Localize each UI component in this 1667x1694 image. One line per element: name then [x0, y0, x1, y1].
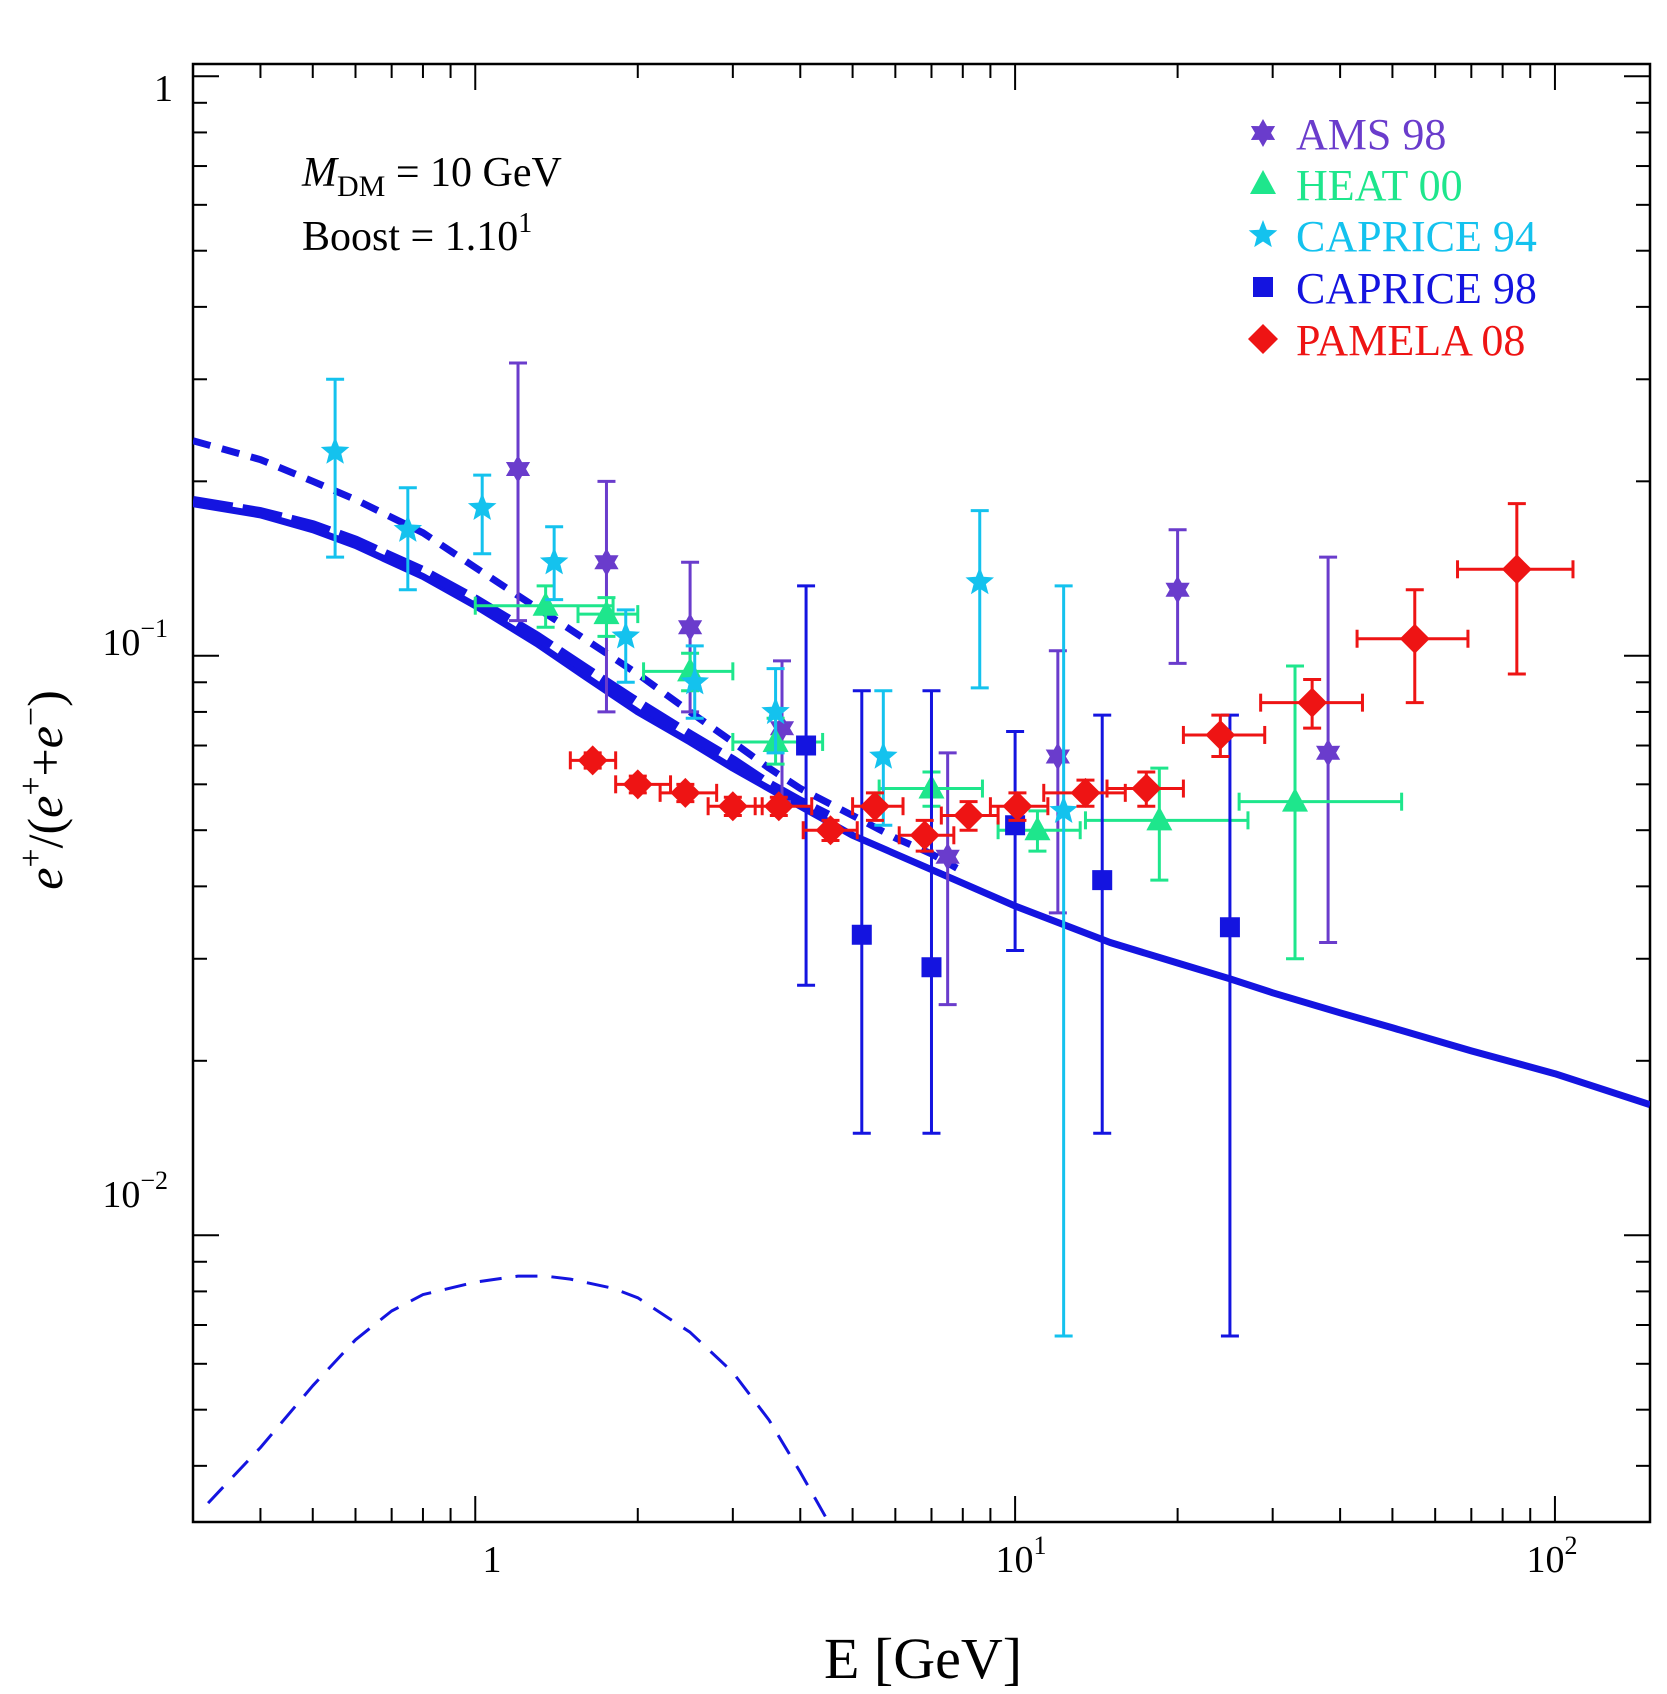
data-marker — [909, 820, 940, 851]
model-curves — [193, 437, 1650, 1522]
plot-frame — [191, 62, 1652, 1524]
data-marker — [611, 621, 640, 649]
data-marker — [1399, 623, 1430, 654]
legend-label-caprice98: CAPRICE 98 — [1296, 264, 1537, 313]
legend-marker-caprice98 — [1253, 277, 1273, 297]
data-marker — [1146, 806, 1173, 831]
x-tick-label-10: 101 — [996, 1531, 1047, 1581]
y-tick-label-0.1: 10−1 — [102, 614, 168, 664]
axis-ticks — [192, 64, 1650, 1522]
y-tick-label-1: 1 — [154, 68, 173, 110]
data-marker — [539, 547, 569, 575]
data-marker — [869, 741, 898, 769]
data-marker — [921, 957, 942, 978]
legend-entry-pamela08: PAMELA 08 — [1248, 316, 1525, 365]
legend-entry-ams98: AMS 98 — [1250, 110, 1446, 159]
data-marker — [1205, 719, 1236, 750]
legend-entry-caprice94: CAPRICE 94 — [1248, 212, 1537, 261]
legend-label-pamela08: PAMELA 08 — [1296, 316, 1525, 365]
legend-entry-heat00: HEAT 00 — [1250, 161, 1463, 210]
data-marker — [1219, 917, 1240, 938]
model-curve-2 — [193, 495, 831, 820]
legend-label-ams98: AMS 98 — [1296, 110, 1446, 159]
data-marker — [593, 600, 620, 625]
series-heat-00 — [473, 584, 1404, 961]
x-axis-title: E [GeV] — [824, 1626, 1022, 1691]
data-marker — [577, 745, 608, 776]
legend-marker-ams98 — [1250, 119, 1276, 147]
data-marker — [796, 735, 817, 756]
data-marker — [678, 613, 703, 642]
legend-entry-caprice98: CAPRICE 98 — [1253, 264, 1537, 313]
data-marker — [1092, 870, 1113, 891]
data-marker — [859, 791, 890, 822]
data-marker — [1165, 575, 1190, 604]
legend-label-heat00: HEAT 00 — [1296, 161, 1463, 210]
legend-marker-pamela08 — [1248, 324, 1278, 354]
data-marker — [505, 455, 531, 483]
legend-marker-heat00 — [1250, 170, 1276, 194]
data-marker — [1002, 791, 1033, 822]
data-marker — [1316, 738, 1341, 767]
data-marker — [1049, 795, 1078, 823]
data-marker — [1024, 816, 1051, 841]
model-curve-1 — [193, 500, 1650, 1109]
series-caprice-94 — [320, 377, 1078, 1338]
data-marker — [763, 791, 794, 822]
y-axis-title: e+/(e++e−) — [13, 690, 73, 890]
legend-label-caprice94: CAPRICE 94 — [1296, 212, 1537, 261]
legend-marker-caprice94 — [1248, 220, 1278, 248]
data-marker — [953, 800, 984, 831]
data-marker — [622, 769, 653, 800]
data-marker — [467, 492, 497, 520]
series-pamela-08 — [568, 502, 1575, 853]
data-marker — [320, 436, 350, 464]
model-curve-4 — [207, 1274, 831, 1522]
data-marker — [761, 696, 790, 725]
legend: AMS 98 HEAT 00 CAPRICE 94 CAPRICE 98 PAM… — [1248, 110, 1537, 365]
data-marker — [815, 815, 846, 846]
series-ams-98 — [505, 361, 1341, 1007]
data-marker — [594, 548, 619, 577]
data-marker — [532, 591, 559, 616]
x-tick-label-100: 102 — [1527, 1531, 1578, 1581]
data-marker — [1282, 787, 1309, 812]
data-marker — [680, 667, 709, 695]
data-marker — [1045, 742, 1070, 771]
data-marker — [851, 924, 872, 945]
data-marker — [393, 514, 423, 542]
data-marker — [1131, 773, 1162, 804]
x-tick-label-1: 1 — [483, 1539, 502, 1581]
data-marker — [717, 791, 748, 822]
data-points — [320, 361, 1575, 1338]
data-marker — [1501, 554, 1532, 585]
data-marker — [1297, 687, 1328, 718]
y-tick-label-0.01: 10−2 — [102, 1166, 168, 1216]
data-marker — [965, 567, 994, 595]
boost-annotation: Boost = 1.101 — [302, 208, 532, 260]
data-marker — [670, 777, 701, 808]
mass-annotation: MDM = 10 GeV — [301, 150, 562, 203]
model-curve-3 — [193, 437, 959, 872]
data-marker — [935, 842, 960, 871]
data-marker — [1070, 777, 1101, 808]
